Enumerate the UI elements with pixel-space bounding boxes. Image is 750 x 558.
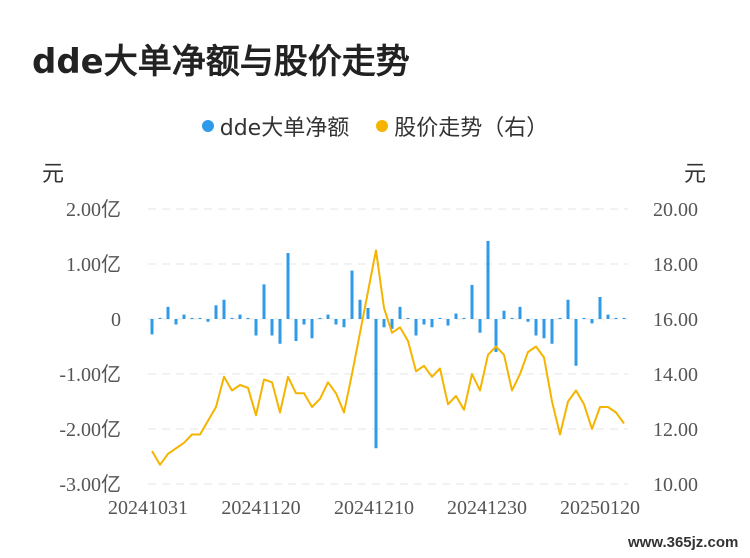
- dde-bar: [230, 317, 234, 319]
- dde-bar: [438, 317, 442, 319]
- dde-bar: [598, 297, 602, 319]
- legend-item-price[interactable]: 股价走势（右）: [376, 110, 548, 142]
- dde-bar: [478, 319, 482, 333]
- dde-bar: [462, 317, 466, 319]
- dde-bar: [222, 299, 226, 319]
- legend-dot-price: [376, 120, 389, 132]
- legend-dot-dde: [201, 120, 214, 132]
- price-line: [151, 249, 625, 466]
- dde-bar: [582, 317, 586, 319]
- legend: dde大单净额 股价走势（右）: [0, 110, 750, 142]
- dde-bar: [198, 317, 202, 319]
- dde-bar: [166, 306, 170, 319]
- dde-bar: [238, 314, 242, 319]
- dde-bar: [278, 319, 282, 344]
- legend-label-dde: dde大单净额: [219, 116, 350, 141]
- watermark: www.365jz.com: [628, 534, 739, 551]
- dde-bar: [430, 319, 434, 328]
- right-axis-unit: 元: [684, 162, 707, 187]
- dde-bar: [246, 317, 250, 319]
- chart-title: dde大单净额与股价走势: [32, 42, 410, 82]
- dde-bar: [214, 305, 218, 319]
- dde-bar: [318, 317, 322, 319]
- dde-bar: [366, 308, 370, 319]
- right-tick-label: 16.00: [653, 309, 698, 331]
- dde-bar: [534, 319, 538, 336]
- dde-bar: [334, 319, 338, 325]
- dde-bar: [302, 319, 306, 325]
- left-tick-label: -1.00亿: [59, 363, 121, 386]
- dde-bar: [206, 319, 210, 322]
- dde-bar: [190, 317, 194, 319]
- dde-bar: [262, 284, 266, 319]
- dde-bar: [182, 314, 186, 319]
- right-tick-label: 12.00: [653, 419, 698, 441]
- dde-bar: [382, 319, 386, 328]
- x-tick-label: 20241230: [447, 497, 527, 519]
- dde-bar: [558, 317, 562, 319]
- left-tick-label: 0: [111, 309, 121, 331]
- dde-bar: [574, 319, 578, 366]
- dde-bar: [542, 319, 546, 339]
- dde-bar: [470, 284, 474, 319]
- left-tick-label: -2.00亿: [59, 418, 121, 441]
- dde-bar: [270, 319, 274, 336]
- left-tick-label: -3.00亿: [59, 473, 121, 496]
- dde-bar: [518, 306, 522, 319]
- dde-bar: [422, 319, 426, 325]
- dde-bar: [414, 319, 418, 336]
- dde-bar: [398, 306, 402, 319]
- right-tick-label: 18.00: [653, 254, 698, 276]
- legend-label-price: 股价走势（右）: [394, 116, 549, 141]
- x-tick-label: 20250120: [560, 497, 640, 519]
- dde-bar: [310, 319, 314, 339]
- dde-bar: [550, 319, 554, 344]
- right-tick-label: 20.00: [653, 199, 698, 221]
- dde-bar: [294, 319, 298, 341]
- dde-bar: [406, 317, 410, 319]
- dde-bar: [622, 317, 626, 319]
- dde-bar: [174, 319, 178, 325]
- dde-bar: [502, 310, 506, 319]
- legend-item-dde[interactable]: dde大单净额: [201, 110, 350, 142]
- dde-bar: [590, 319, 594, 324]
- dde-bar: [150, 319, 154, 335]
- right-tick-label: 14.00: [653, 364, 698, 386]
- x-tick-label: 20241031: [108, 497, 188, 519]
- dde-bar: [358, 299, 362, 319]
- dde-bar: [614, 317, 618, 319]
- dde-bar: [566, 299, 570, 319]
- right-tick-label: 10.00: [653, 474, 698, 496]
- dde-bar: [158, 317, 162, 319]
- left-tick-label: 1.00亿: [66, 253, 121, 276]
- left-tick-label: 2.00亿: [66, 198, 121, 221]
- dde-bar: [446, 319, 450, 326]
- dde-bar: [494, 319, 498, 352]
- left-axis-unit: 元: [42, 162, 65, 187]
- dde-bar: [374, 319, 378, 449]
- x-tick-label: 20241210: [334, 497, 414, 519]
- dde-bar: [486, 240, 490, 319]
- dde-bar: [454, 313, 458, 319]
- dde-bar: [326, 314, 330, 319]
- dde-bar: [350, 270, 354, 319]
- x-tick-label: 20241120: [221, 497, 300, 519]
- dde-bar: [390, 319, 394, 329]
- dde-bar: [526, 319, 530, 322]
- dde-bar: [254, 319, 258, 336]
- dde-bar: [286, 253, 290, 319]
- dde-bar: [342, 319, 346, 328]
- dde-bar: [510, 317, 514, 319]
- dde-bar: [606, 314, 610, 319]
